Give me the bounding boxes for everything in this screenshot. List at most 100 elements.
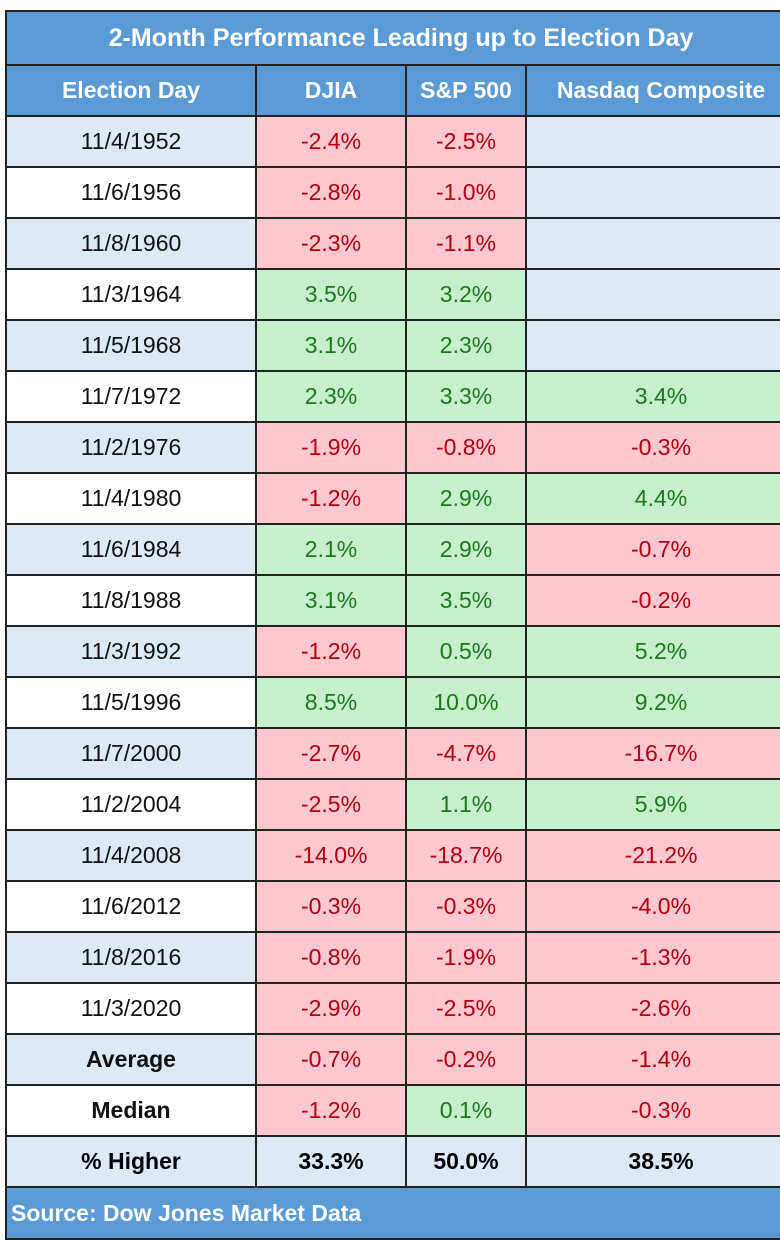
sp500-cell: 3.3% (405, 370, 527, 423)
sp500-cell: -4.7% (405, 727, 527, 780)
sp500-cell: 2.3% (405, 319, 527, 372)
djia-cell: -1.2% (255, 625, 407, 678)
table-row: 11/7/2000 -2.7% -4.7% -16.7% (5, 727, 780, 780)
nasdaq-cell (524, 217, 780, 270)
nasdaq-cell: 4.4% (524, 472, 780, 525)
election-day-cell: 11/4/1980 (5, 472, 257, 525)
sp500-cell: -0.8% (405, 421, 527, 474)
djia-cell: -1.2% (255, 1084, 407, 1137)
header-row: Election Day DJIA S&P 500 Nasdaq Composi… (5, 64, 780, 117)
table-row: 11/3/1964 3.5% 3.2% (5, 268, 780, 321)
table-row: 11/6/1956 -2.8% -1.0% (5, 166, 780, 219)
nasdaq-cell: -1.3% (524, 931, 780, 984)
nasdaq-cell: -4.0% (524, 880, 780, 933)
djia-cell: -2.5% (255, 778, 407, 831)
election-day-cell: 11/8/1988 (5, 574, 257, 627)
sp500-cell: 10.0% (405, 676, 527, 729)
table-row: 11/8/1960 -2.3% -1.1% (5, 217, 780, 270)
column-header-nasdaq: Nasdaq Composite (524, 64, 780, 117)
summary-row: Average -0.7% -0.2% -1.4% (5, 1033, 780, 1086)
sp500-cell: 3.5% (405, 574, 527, 627)
summary-row: % Higher 33.3% 50.0% 38.5% (5, 1135, 780, 1188)
djia-cell: -2.3% (255, 217, 407, 270)
table-row: 11/2/1976 -1.9% -0.8% -0.3% (5, 421, 780, 474)
sp500-cell: 0.5% (405, 625, 527, 678)
table-row: 11/5/1996 8.5% 10.0% 9.2% (5, 676, 780, 729)
djia-cell: -2.4% (255, 115, 407, 168)
djia-cell: 2.1% (255, 523, 407, 576)
sp500-cell: 1.1% (405, 778, 527, 831)
djia-cell: -2.7% (255, 727, 407, 780)
nasdaq-cell: 3.4% (524, 370, 780, 423)
table-row: 11/4/1952 -2.4% -2.5% (5, 115, 780, 168)
election-day-cell: 11/5/1996 (5, 676, 257, 729)
nasdaq-cell: -21.2% (524, 829, 780, 882)
sp500-cell: 2.9% (405, 472, 527, 525)
sp500-cell: -1.9% (405, 931, 527, 984)
nasdaq-cell: -0.7% (524, 523, 780, 576)
nasdaq-cell: -0.3% (524, 421, 780, 474)
djia-cell: -14.0% (255, 829, 407, 882)
djia-cell: 8.5% (255, 676, 407, 729)
sp500-cell: 0.1% (405, 1084, 527, 1137)
table-row: 11/8/1988 3.1% 3.5% -0.2% (5, 574, 780, 627)
djia-cell: 33.3% (255, 1135, 407, 1188)
election-day-cell: 11/6/1984 (5, 523, 257, 576)
column-header-djia: DJIA (255, 64, 407, 117)
election-day-cell: 11/6/1956 (5, 166, 257, 219)
table-row: 11/8/2016 -0.8% -1.9% -1.3% (5, 931, 780, 984)
sp500-cell: -18.7% (405, 829, 527, 882)
election-day-cell: 11/5/1968 (5, 319, 257, 372)
djia-cell: 3.5% (255, 268, 407, 321)
election-day-cell: 11/2/2004 (5, 778, 257, 831)
sp500-cell: -2.5% (405, 982, 527, 1035)
election-day-cell: 11/4/1952 (5, 115, 257, 168)
column-header-election-day: Election Day (5, 64, 257, 117)
nasdaq-cell (524, 319, 780, 372)
nasdaq-cell: -2.6% (524, 982, 780, 1035)
election-day-cell: 11/3/2020 (5, 982, 257, 1035)
table-row: 11/6/2012 -0.3% -0.3% -4.0% (5, 880, 780, 933)
sp500-cell: -0.3% (405, 880, 527, 933)
election-day-cell: Median (5, 1084, 257, 1137)
election-day-cell: 11/7/1972 (5, 370, 257, 423)
sp500-cell: 2.9% (405, 523, 527, 576)
djia-cell: -2.8% (255, 166, 407, 219)
election-day-cell: Average (5, 1033, 257, 1086)
summary-row: Median -1.2% 0.1% -0.3% (5, 1084, 780, 1137)
djia-cell: -1.2% (255, 472, 407, 525)
source-note: Source: Dow Jones Market Data (4, 1186, 780, 1240)
djia-cell: 3.1% (255, 319, 407, 372)
sp500-cell: -2.5% (405, 115, 527, 168)
nasdaq-cell (524, 115, 780, 168)
nasdaq-cell (524, 268, 780, 321)
table-row: 11/7/1972 2.3% 3.3% 3.4% (5, 370, 780, 423)
sp500-cell: 3.2% (405, 268, 527, 321)
sp500-cell: -1.0% (405, 166, 527, 219)
election-day-cell: 11/6/2012 (5, 880, 257, 933)
nasdaq-cell: -0.2% (524, 574, 780, 627)
nasdaq-cell (524, 166, 780, 219)
election-day-cell: 11/8/2016 (5, 931, 257, 984)
table-row: 11/2/2004 -2.5% 1.1% 5.9% (5, 778, 780, 831)
nasdaq-cell: 5.2% (524, 625, 780, 678)
table-row: 11/4/1980 -1.2% 2.9% 4.4% (5, 472, 780, 525)
election-day-cell: 11/8/1960 (5, 217, 257, 270)
djia-cell: 2.3% (255, 370, 407, 423)
sp500-cell: 50.0% (405, 1135, 527, 1188)
djia-cell: -1.9% (255, 421, 407, 474)
column-header-sp500: S&P 500 (405, 64, 527, 117)
djia-cell: -0.7% (255, 1033, 407, 1086)
nasdaq-cell: 5.9% (524, 778, 780, 831)
djia-cell: -2.9% (255, 982, 407, 1035)
sp500-cell: -1.1% (405, 217, 527, 270)
election-day-cell: % Higher (5, 1135, 257, 1188)
nasdaq-cell: -16.7% (524, 727, 780, 780)
election-day-cell: 11/4/2008 (5, 829, 257, 882)
sp500-cell: -0.2% (405, 1033, 527, 1086)
election-day-cell: 11/3/1964 (5, 268, 257, 321)
table-row: 11/3/1992 -1.2% 0.5% 5.2% (5, 625, 780, 678)
djia-cell: -0.3% (255, 880, 407, 933)
nasdaq-cell: -0.3% (524, 1084, 780, 1137)
nasdaq-cell: -1.4% (524, 1033, 780, 1086)
